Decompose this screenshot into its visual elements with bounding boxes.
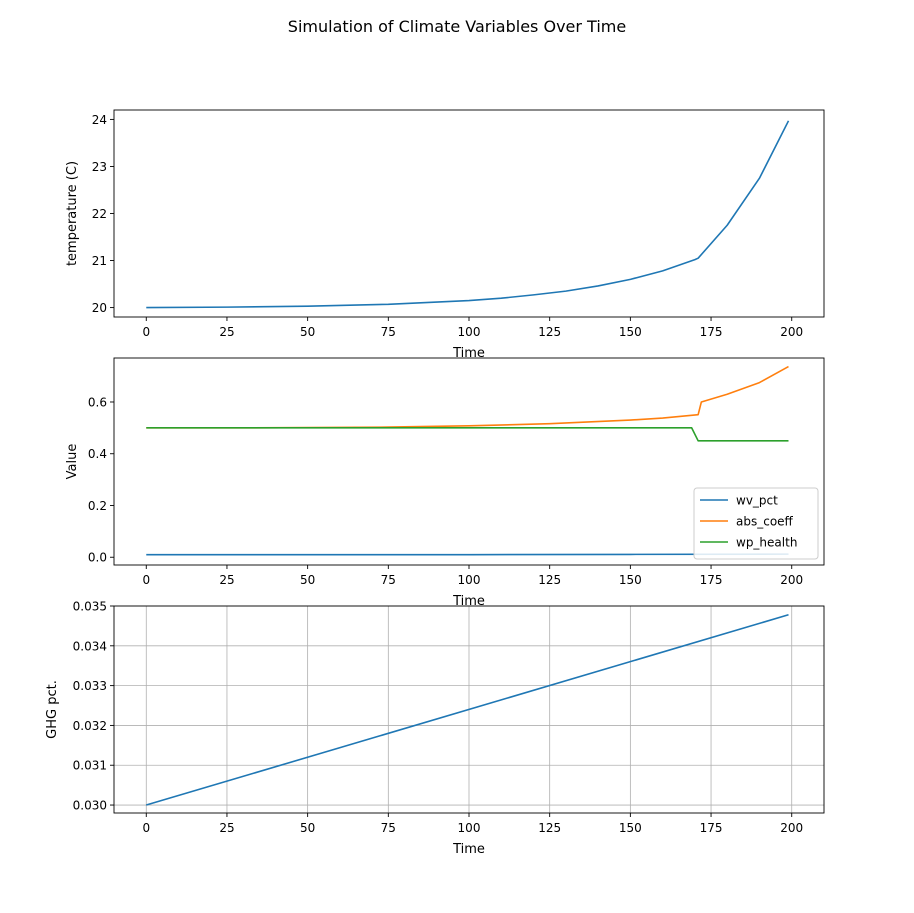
x-tick-label: 125 [538, 821, 561, 835]
series-line-wp-health [146, 427, 789, 442]
x-tick-label: 75 [381, 325, 396, 339]
y-tick-label: 21 [92, 254, 107, 268]
x-tick-label: 100 [458, 573, 481, 587]
x-tick-label: 50 [300, 573, 315, 587]
x-tick-label: 0 [142, 821, 150, 835]
x-tick-label: 200 [780, 573, 803, 587]
x-tick-label: 100 [458, 325, 481, 339]
y-axis-label: temperature (C) [65, 161, 80, 266]
x-tick-label: 75 [381, 573, 396, 587]
subplot-2: 0 25 50 75 100 125 150 175 200 0.0 0.2 0.4 0.6 Time Va… [65, 357, 825, 609]
y-tick-label: 0.032 [73, 719, 107, 733]
y-tick-label: 0.0 [88, 551, 107, 565]
legend: wv_pct abs_coeff wp_health [693, 487, 819, 560]
y-axis-label: Value [65, 444, 80, 480]
x-tick-label: 175 [700, 325, 723, 339]
y-tick-label: 0.030 [73, 799, 107, 813]
series-line-temperature [146, 120, 790, 309]
x-tick-label: 50 [300, 821, 315, 835]
x-tick-label: 175 [700, 821, 723, 835]
x-tick-label: 150 [619, 325, 642, 339]
subplot-3: 0 25 50 75 100 125 150 175 200 0.030 0.031 0.032 0.0… [45, 600, 825, 857]
x-tick-label: 200 [780, 821, 803, 835]
x-tick-label: 25 [219, 821, 234, 835]
x-tick-label: 125 [538, 325, 561, 339]
x-tick-label: 0 [142, 573, 150, 587]
series-line-abs-coeff [146, 365, 789, 429]
y-tick-label: 0.2 [88, 499, 107, 513]
y-tick-label: 0.6 [88, 395, 107, 409]
x-tick-label: 25 [219, 325, 234, 339]
y-tick-label: 0.4 [88, 447, 107, 461]
x-tick-label: 200 [780, 325, 803, 339]
x-axis-label: Time [452, 594, 485, 609]
figure-title: Simulation of Climate Variables Over Tim… [288, 17, 626, 36]
x-tick-label: 75 [381, 821, 396, 835]
legend-label: wv_pct [736, 494, 778, 508]
y-tick-label: 0.035 [73, 600, 107, 614]
y-tick-label: 0.033 [73, 679, 107, 693]
x-tick-label: 150 [619, 573, 642, 587]
charts-container: 0 25 50 75 100 125 150 175 200 20 21 22 23 24 Time temp… [45, 109, 825, 857]
x-tick-label: 150 [619, 821, 642, 835]
x-tick-label: 0 [142, 325, 150, 339]
y-axis-label: GHG pct. [45, 680, 60, 739]
axes-frame [113, 109, 825, 318]
x-tick-label: 50 [300, 325, 315, 339]
x-axis-label: Time [452, 346, 485, 361]
x-tick-label: 25 [219, 573, 234, 587]
series-line-wv-pct [146, 553, 789, 556]
x-axis-label: Time [452, 842, 485, 857]
y-tick-label: 22 [92, 207, 107, 221]
series-line-ghg-pct- [146, 613, 789, 806]
y-tick-label: 0.034 [73, 639, 107, 653]
subplot-1: 0 25 50 75 100 125 150 175 200 20 21 22 23 24 Time temp… [65, 109, 825, 361]
y-tick-label: 20 [92, 301, 107, 315]
y-tick-label: 24 [92, 113, 107, 127]
x-tick-label: 125 [538, 573, 561, 587]
x-tick-label: 175 [700, 573, 723, 587]
legend-label: abs_coeff [736, 515, 794, 529]
y-tick-label: 23 [92, 160, 107, 174]
y-tick-label: 0.031 [73, 759, 107, 773]
legend-label: wp_health [736, 536, 797, 550]
x-tick-label: 100 [458, 821, 481, 835]
